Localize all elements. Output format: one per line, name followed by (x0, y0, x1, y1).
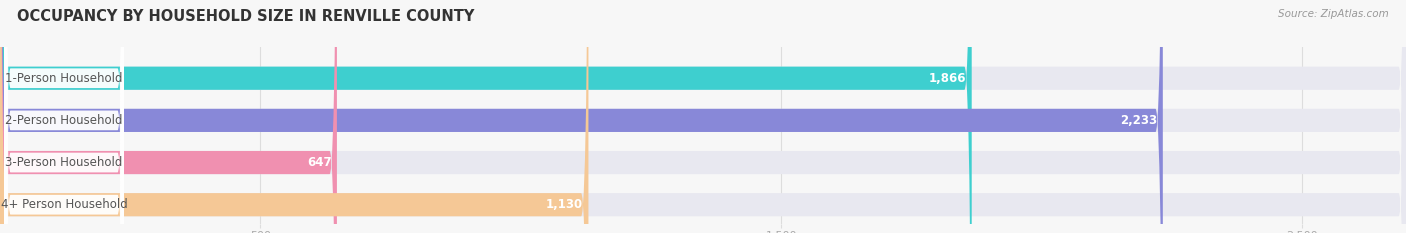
FancyBboxPatch shape (4, 0, 124, 233)
Text: Source: ZipAtlas.com: Source: ZipAtlas.com (1278, 9, 1389, 19)
Text: OCCUPANCY BY HOUSEHOLD SIZE IN RENVILLE COUNTY: OCCUPANCY BY HOUSEHOLD SIZE IN RENVILLE … (17, 9, 474, 24)
Text: 2-Person Household: 2-Person Household (6, 114, 122, 127)
Text: 4+ Person Household: 4+ Person Household (0, 198, 128, 211)
Text: 1,866: 1,866 (929, 72, 966, 85)
Text: 1,130: 1,130 (546, 198, 583, 211)
Text: 2,233: 2,233 (1121, 114, 1157, 127)
FancyBboxPatch shape (4, 0, 124, 233)
FancyBboxPatch shape (0, 0, 972, 233)
FancyBboxPatch shape (0, 0, 337, 233)
FancyBboxPatch shape (4, 0, 124, 233)
Text: 1-Person Household: 1-Person Household (6, 72, 122, 85)
FancyBboxPatch shape (4, 0, 124, 233)
FancyBboxPatch shape (0, 0, 589, 233)
FancyBboxPatch shape (0, 0, 1163, 233)
Text: 3-Person Household: 3-Person Household (6, 156, 122, 169)
Text: 647: 647 (307, 156, 332, 169)
